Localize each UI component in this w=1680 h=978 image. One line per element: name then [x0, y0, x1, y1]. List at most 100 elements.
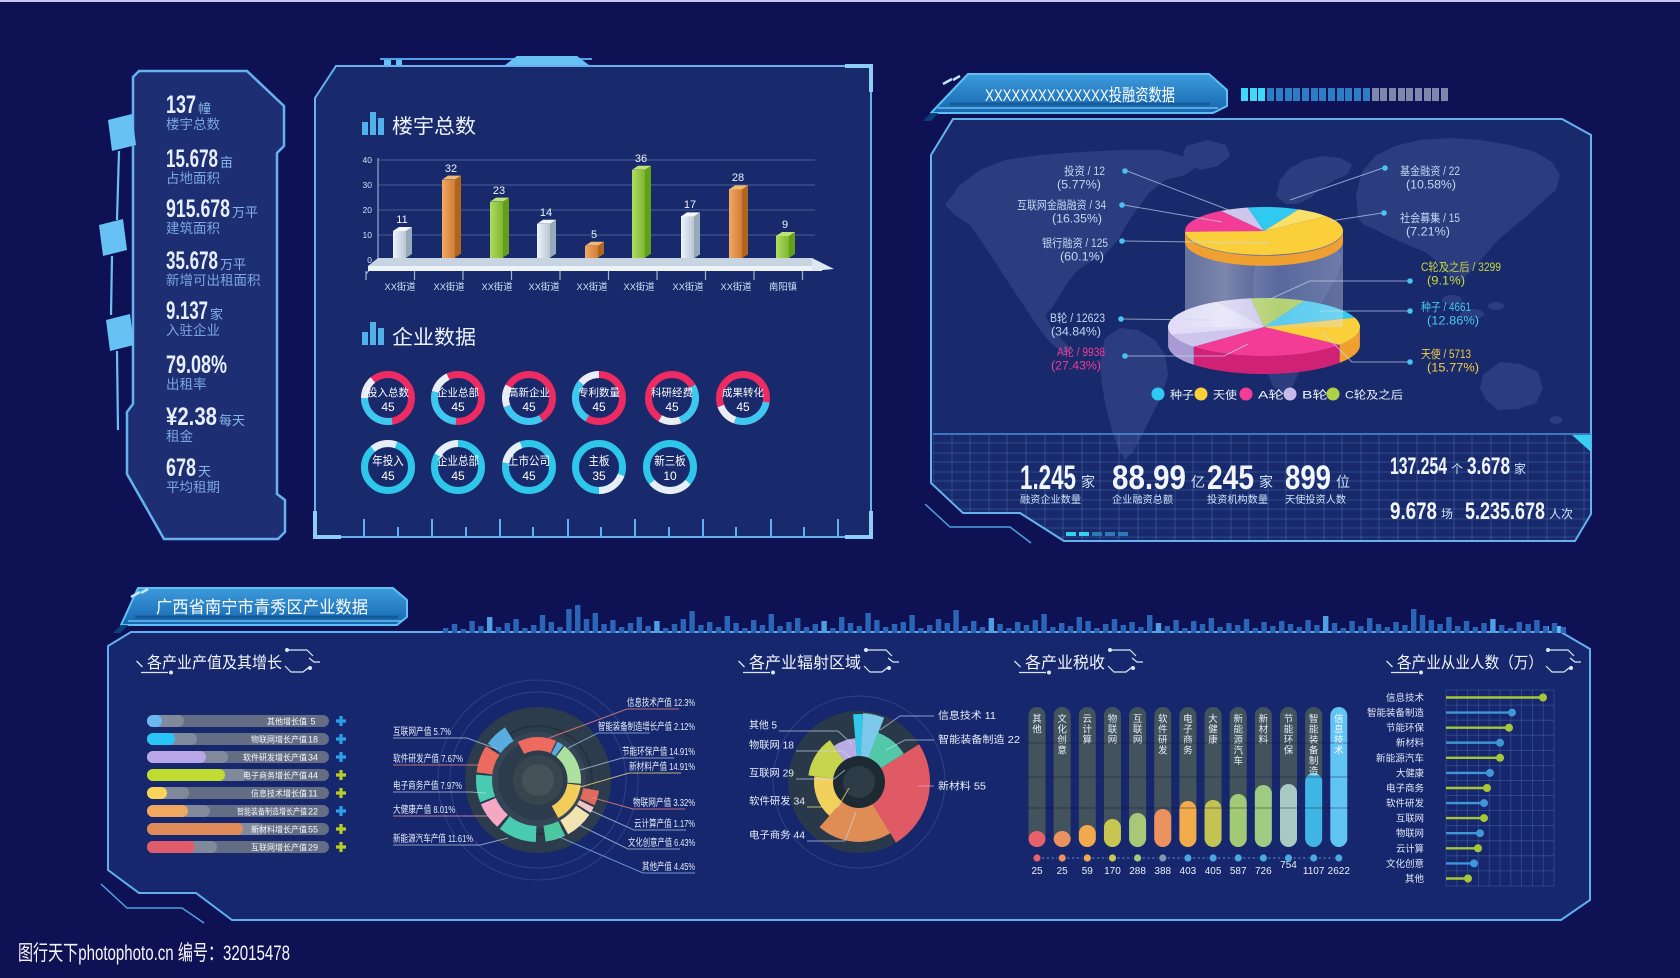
svg-text:物联网 18: 物联网 18 — [749, 739, 794, 752]
svg-text:其他: 其他 — [1405, 873, 1424, 885]
svg-text:建筑面积: 建筑面积 — [166, 221, 220, 236]
svg-text:XX街道: XX街道 — [482, 281, 513, 293]
svg-text:投入总数: 投入总数 — [367, 386, 409, 399]
svg-text:信息技术: 信息技术 — [1386, 692, 1424, 704]
svg-text:家: 家 — [1514, 461, 1526, 476]
svg-text:25: 25 — [1031, 866, 1043, 877]
svg-text:个: 个 — [1451, 462, 1463, 476]
svg-text:电子商务增长产值: 电子商务增长产值 — [243, 771, 307, 781]
svg-text:17: 17 — [684, 199, 696, 211]
svg-text:物联网产值 3.32%: 物联网产值 3.32% — [633, 796, 695, 809]
svg-text:新材料增长产值: 新材料增长产值 — [251, 825, 307, 835]
svg-text:45: 45 — [381, 400, 395, 414]
svg-text:科研经费: 科研经费 — [651, 386, 693, 399]
svg-text:10: 10 — [663, 469, 677, 483]
svg-text:XX街道: XX街道 — [434, 281, 465, 293]
svg-text:文化创意: 文化创意 — [1386, 858, 1424, 870]
svg-text:电子商务产值 7.97%: 电子商务产值 7.97% — [393, 779, 462, 792]
svg-text:¥2.38: ¥2.38 — [166, 403, 217, 431]
svg-text:发: 发 — [1158, 745, 1168, 757]
svg-text:各产业税收: 各产业税收 — [1025, 654, 1105, 672]
svg-text:互联网增长产值: 互联网增长产值 — [251, 843, 307, 853]
svg-text:XX街道: XX街道 — [577, 281, 608, 293]
svg-text:2622: 2622 — [1328, 866, 1351, 877]
svg-text:企业数据: 企业数据 — [392, 326, 476, 349]
svg-text:意: 意 — [1057, 745, 1067, 757]
svg-text:XX街道: XX街道 — [529, 281, 560, 293]
svg-text:3.678: 3.678 — [1467, 453, 1510, 480]
svg-text:各产业产值及其增长: 各产业产值及其增长 — [147, 654, 282, 672]
svg-text:45: 45 — [522, 469, 536, 483]
svg-text:件: 件 — [1158, 724, 1168, 736]
svg-text:互: 互 — [1133, 714, 1143, 725]
svg-text:XX街道: XX街道 — [385, 281, 416, 293]
svg-text:专利数量: 专利数量 — [578, 386, 620, 399]
svg-text:9.137: 9.137 — [166, 297, 208, 325]
svg-text:(27.43%): (27.43%) — [1051, 361, 1101, 373]
svg-text:造: 造 — [1309, 766, 1319, 778]
svg-text:(34.84%): (34.84%) — [1051, 327, 1101, 339]
svg-text:电: 电 — [1183, 713, 1193, 725]
svg-text:出租率: 出租率 — [166, 376, 207, 392]
svg-text:A轮 / 9938: A轮 / 9938 — [1057, 345, 1105, 359]
svg-text:企业总部: 企业总部 — [437, 453, 479, 468]
svg-text:大健康产值 8.01%: 大健康产值 8.01% — [393, 803, 455, 816]
svg-text:(15.77%): (15.77%) — [1427, 363, 1479, 375]
svg-text:人次: 人次 — [1549, 507, 1573, 521]
svg-text:软件研发 34: 软件研发 34 — [749, 795, 805, 808]
svg-text:45: 45 — [592, 400, 606, 414]
svg-text:楼宇总数: 楼宇总数 — [166, 117, 220, 132]
svg-text:9: 9 — [782, 219, 788, 231]
svg-text:其他增长值: 其他增长值 — [267, 717, 307, 727]
svg-text:40: 40 — [363, 155, 373, 165]
svg-text:信息技术增长值: 信息技术增长值 — [251, 789, 307, 799]
svg-text:天: 天 — [198, 464, 211, 479]
svg-text:899: 899 — [1285, 459, 1331, 497]
svg-text:投资 / 12: 投资 / 12 — [1064, 164, 1105, 178]
svg-text:23: 23 — [493, 185, 505, 197]
svg-text:务: 务 — [1183, 745, 1193, 757]
svg-text:28: 28 — [732, 172, 744, 184]
svg-text:45: 45 — [522, 400, 536, 414]
svg-text:5: 5 — [591, 229, 597, 241]
svg-text:(12.86%): (12.86%) — [1427, 316, 1479, 328]
svg-text:网: 网 — [1133, 735, 1143, 746]
svg-text:文: 文 — [1057, 713, 1067, 725]
svg-text:45: 45 — [451, 469, 465, 483]
svg-text:智: 智 — [1309, 713, 1319, 725]
svg-text:XX街道: XX街道 — [673, 281, 704, 293]
svg-text:754: 754 — [1280, 860, 1297, 871]
svg-text:22: 22 — [308, 807, 318, 817]
svg-text:电子商务 44: 电子商务 44 — [749, 829, 805, 842]
svg-text:29: 29 — [308, 843, 318, 853]
svg-text:种子 / 4661: 种子 / 4661 — [1421, 300, 1471, 314]
svg-text:备: 备 — [1309, 745, 1319, 757]
svg-text:79.08%: 79.08% — [166, 351, 227, 379]
svg-text:装: 装 — [1309, 734, 1319, 746]
svg-text:场: 场 — [1441, 507, 1453, 521]
svg-text:各产业从业人数（万）: 各产业从业人数（万） — [1397, 654, 1543, 672]
svg-text:源: 源 — [1233, 735, 1243, 746]
svg-text:59: 59 — [1082, 866, 1094, 877]
svg-text:9.678: 9.678 — [1390, 498, 1437, 525]
svg-text:45: 45 — [381, 469, 395, 483]
svg-text:信息技术产值 12.3%: 信息技术产值 12.3% — [627, 696, 695, 709]
svg-text:15.678: 15.678 — [166, 145, 218, 173]
svg-text:88.99: 88.99 — [1112, 459, 1186, 497]
svg-text:康: 康 — [1208, 734, 1218, 746]
svg-text:其他产值 4.45%: 其他产值 4.45% — [642, 860, 695, 873]
svg-text:A轮: A轮 — [1258, 388, 1284, 402]
svg-text:高新企业: 高新企业 — [508, 386, 550, 399]
svg-text:403: 403 — [1180, 866, 1197, 877]
svg-text:C轮及之后 / 3299: C轮及之后 / 3299 — [1421, 260, 1501, 274]
svg-text:天使 / 5713: 天使 / 5713 — [1421, 347, 1471, 361]
svg-text:保: 保 — [1284, 745, 1294, 757]
svg-text:137: 137 — [166, 91, 196, 119]
svg-text:万平: 万平 — [220, 257, 246, 272]
svg-text:基金融资 / 22: 基金融资 / 22 — [1400, 164, 1460, 178]
svg-text:915.678: 915.678 — [166, 195, 230, 223]
svg-text:创: 创 — [1057, 734, 1067, 746]
svg-text:726: 726 — [1255, 866, 1272, 877]
svg-text:投资机构数量: 投资机构数量 — [1207, 493, 1268, 506]
svg-text:云计算: 云计算 — [1396, 843, 1424, 855]
